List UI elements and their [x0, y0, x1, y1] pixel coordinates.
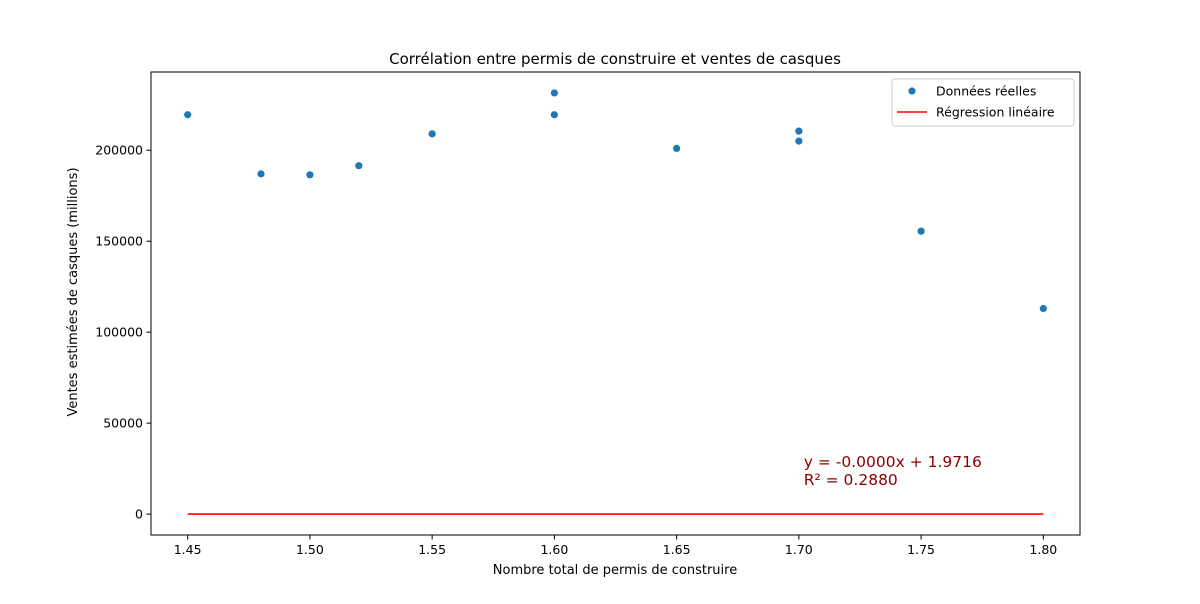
data-point-10	[795, 137, 803, 145]
x-tick-label-7: 1.75	[907, 542, 935, 557]
legend-marker-symbol	[908, 87, 916, 95]
plot-background	[151, 72, 1080, 535]
y-axis-label: Ventes estimées de casques (millions)	[66, 167, 81, 416]
data-point-1	[184, 111, 192, 119]
y-tick-label-3: 100000	[95, 325, 143, 340]
plot-frame	[150, 71, 1081, 536]
chart-title: Corrélation entre permis de construire e…	[389, 50, 841, 68]
x-tick-label-1: 1.45	[174, 542, 202, 557]
x-tick-label-4: 1.60	[540, 542, 568, 557]
y-tick-label-1: 0	[135, 507, 143, 522]
annotation-1: y = -0.0000x + 1.9716	[804, 453, 982, 471]
data-point-8	[673, 144, 681, 153]
data-point-9	[795, 127, 803, 135]
data-point-11	[917, 227, 925, 235]
data-point-12	[1039, 304, 1047, 313]
y-tick-label-4: 150000	[95, 234, 143, 249]
x-tick-label-3: 1.55	[418, 542, 446, 557]
legend-box	[891, 78, 1075, 127]
x-axis-label: Nombre total de permis de construire	[493, 563, 737, 578]
legend-label-2: Régression linéaire	[936, 105, 1055, 120]
data-point-2	[257, 170, 265, 178]
y-tick-label-2: 50000	[103, 416, 143, 431]
annotation-2: R² = 0.2880	[804, 471, 898, 489]
legend-label-1: Données réelles	[936, 84, 1036, 99]
data-point-5	[428, 130, 436, 138]
data-point-6	[550, 89, 558, 97]
axes: 1.45 1.50 1.55 1.60 1.65 1.70 1.75 1.80 0 50000 10…	[95, 71, 1081, 557]
x-tick-label-5: 1.65	[663, 542, 691, 557]
data-point-7	[550, 111, 558, 119]
x-tick-label-2: 1.50	[296, 542, 324, 557]
x-tick-label-8: 1.80	[1029, 542, 1057, 557]
y-tick-label-5: 200000	[95, 143, 143, 158]
x-tick-label-6: 1.70	[785, 542, 813, 557]
data-point-4	[355, 162, 363, 170]
data-point-3	[306, 171, 314, 179]
legend: Données réelles Régression linéaire	[891, 78, 1075, 127]
